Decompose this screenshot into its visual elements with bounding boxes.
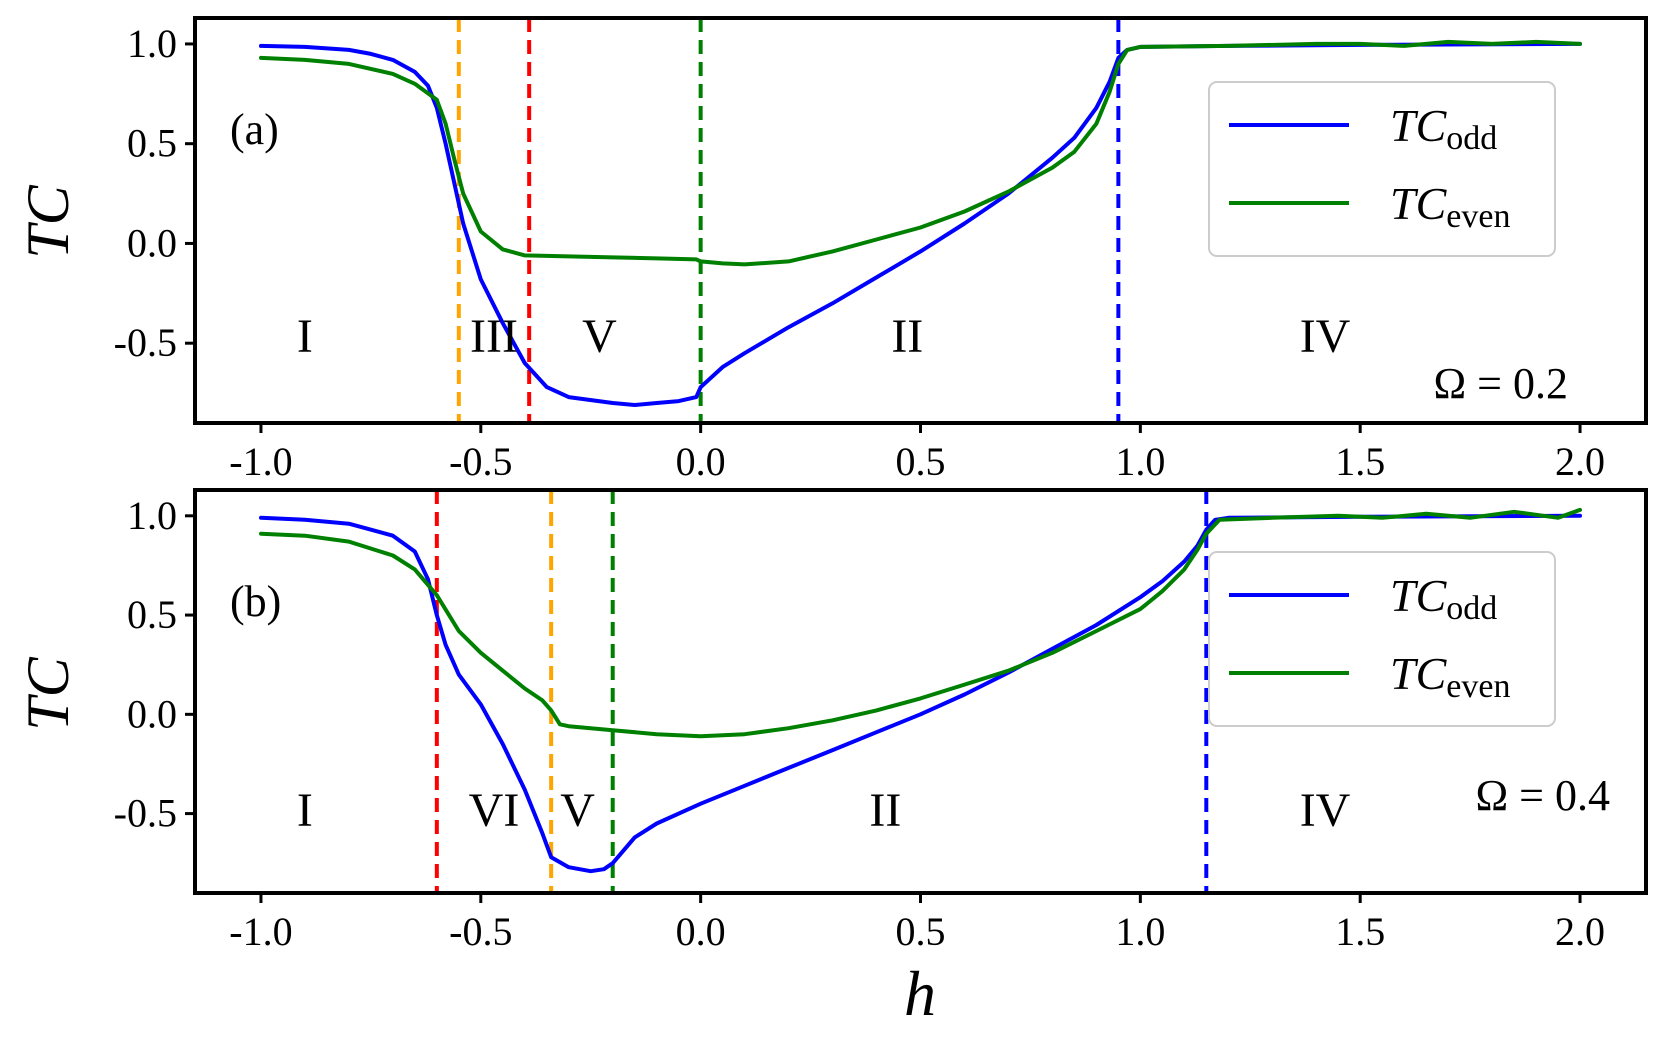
panel-a-y-axis-title: TC [15, 184, 81, 258]
panel-b-region-label-4: IV [1300, 784, 1351, 837]
panel-a-series [259, 39, 1582, 407]
panel-a-x-tick-label-5: 1.5 [1335, 439, 1385, 484]
panel-b-legend-even-main: TC [1390, 648, 1448, 699]
panel-a-y-axis: 1.0 0.5 0.0 -0.5 [114, 21, 195, 365]
panel-b-x-tick-label-0: -1.0 [229, 909, 292, 954]
panel-a-legend-odd-main: TC [1390, 100, 1448, 151]
panel-a-y-tick-label-1: 0.5 [127, 121, 177, 166]
panel-a-x-tick-label-1: -0.5 [449, 439, 512, 484]
panel-b-legend-even-sub: even [1446, 668, 1510, 705]
panel-b-series [259, 507, 1582, 874]
panel-b-legend-odd-label: TCodd [1390, 570, 1497, 627]
panel-b-region-label-3: II [869, 784, 901, 837]
panel-b-legend-even-label: TCeven [1390, 648, 1510, 705]
panel-a-region-label-0: I [297, 310, 313, 363]
panel-b-y-axis-title: TC [15, 656, 81, 730]
panel-b-legend-odd-sub: odd [1446, 590, 1497, 627]
panel-b: I VI V II IV -1.0 -0.5 0.0 0.5 1.0 1.5 2.0 1.00.50… [15, 488, 1648, 1029]
panel-a-y-tick-label-2: 0.0 [127, 220, 177, 265]
panel-b-x-axis: -1.0 -0.5 0.0 0.5 1.0 1.5 2.0 [229, 893, 1605, 954]
panel-b-omega-annotation: Ω = 0.4 [1475, 771, 1610, 820]
panel-b-legend: TCodd TCeven [1208, 551, 1556, 727]
panel-b-region-label-2: V [560, 784, 595, 837]
panel-a-legend-even-label: TCeven [1390, 178, 1510, 235]
panel-b-x-tick-label-5: 1.5 [1335, 909, 1385, 954]
panel-a-omega-annotation: Ω = 0.2 [1433, 359, 1568, 408]
panel-a-x-tick-label-0: -1.0 [229, 439, 292, 484]
panel-b-x-tick-label-6: 2.0 [1555, 909, 1605, 954]
panel-b-series-odd [259, 513, 1582, 874]
panel-b-legend-odd-main: TC [1390, 570, 1448, 621]
panel-a: I III V II IV -1.0 -0.5 0.0 0.5 1.0 1.5 2.0 1.00.5… [15, 16, 1648, 484]
panel-b-x-tick-label-4: 1.0 [1115, 909, 1165, 954]
x-axis-title: h [904, 958, 936, 1029]
panel-b-y-tick-label-3: -0.5 [114, 791, 177, 836]
panel-b-region-label-0: I [297, 784, 313, 837]
panel-a-x-tick-label-4: 1.0 [1115, 439, 1165, 484]
panel-a-region-label-2: V [582, 310, 617, 363]
panel-a-legend: TCodd TCeven [1208, 81, 1556, 257]
panel-a-x-tick-label-2: 0.0 [676, 439, 726, 484]
panel-b-y-axis: 1.0 0.5 0.0 -0.5 [114, 493, 195, 836]
panel-a-legend-odd-label: TCodd [1390, 100, 1497, 157]
panel-b-x-tick-label-1: -0.5 [449, 909, 512, 954]
panel-a-y-tick-label-0: 1.0 [127, 21, 177, 66]
panel-a-label: (a) [230, 105, 279, 154]
panel-b-region-label-1: VI [469, 784, 520, 837]
panel-b-boundary-lines [434, 490, 1209, 893]
panel-b-x-tick-label-3: 0.5 [896, 909, 946, 954]
panel-a-x-tick-label-3: 0.5 [896, 439, 946, 484]
panel-a-region-label-4: IV [1300, 310, 1351, 363]
panel-b-y-tick-label-0: 1.0 [127, 493, 177, 538]
panel-a-region-labels: I III V II IV [297, 310, 1351, 363]
panel-a-region-label-3: II [891, 310, 923, 363]
panel-a-legend-even-main: TC [1390, 178, 1448, 229]
panel-a-legend-odd-sub: odd [1446, 120, 1497, 157]
panel-a-legend-even-sub: even [1446, 198, 1510, 235]
panel-a-x-axis: -1.0 -0.5 0.0 0.5 1.0 1.5 2.0 [229, 423, 1605, 484]
panel-b-series-even [259, 507, 1582, 739]
panel-a-x-tick-label-6: 2.0 [1555, 439, 1605, 484]
panel-a-region-label-1: III [470, 310, 518, 363]
panel-b-y-tick-label-2: 0.0 [127, 691, 177, 736]
panel-b-label: (b) [230, 577, 281, 626]
panel-b-x-tick-label-2: 0.0 [676, 909, 726, 954]
panel-b-region-labels: I VI V II IV [297, 784, 1351, 837]
panel-a-series-even [259, 39, 1582, 267]
panel-a-y-tick-label-3: -0.5 [114, 320, 177, 365]
panel-a-boundary-lines [456, 18, 1121, 423]
panel-b-y-tick-label-1: 0.5 [127, 592, 177, 637]
